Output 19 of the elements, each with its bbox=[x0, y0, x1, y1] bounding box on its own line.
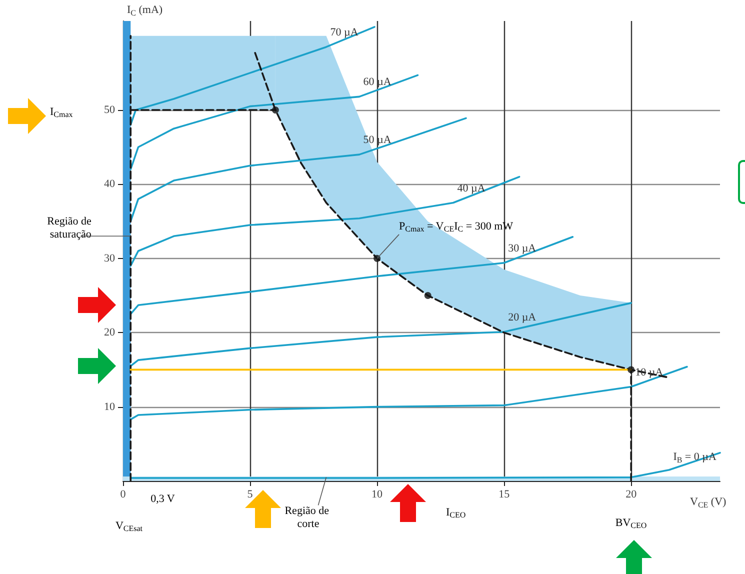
x-tick-label: 0 bbox=[120, 488, 126, 500]
series-label: 20 µA bbox=[508, 311, 536, 324]
annotation: Região de saturação bbox=[47, 216, 94, 241]
y-tick-label: 20 bbox=[104, 326, 116, 339]
x-tick-label: 15 bbox=[498, 488, 510, 500]
series-label: 40 µA bbox=[457, 182, 486, 194]
x-tick-label: 10 bbox=[372, 488, 384, 500]
series-label: 50 µA bbox=[363, 134, 392, 146]
y-tick-label: 10 bbox=[104, 400, 116, 413]
series-label: 30 µA bbox=[508, 242, 536, 254]
y-tick-label: 40 bbox=[104, 178, 116, 190]
series-label: 60 µA bbox=[363, 76, 392, 88]
x-tick-label: 20 bbox=[626, 488, 638, 500]
annotation: Região de corte bbox=[284, 504, 332, 530]
series-label: 70 µA bbox=[330, 26, 358, 38]
annotation: 0,3 V bbox=[150, 493, 175, 505]
x-tick-label: 5 bbox=[247, 488, 254, 500]
y-tick-label: 50 bbox=[104, 104, 116, 116]
y-tick-label: 30 bbox=[104, 252, 116, 264]
